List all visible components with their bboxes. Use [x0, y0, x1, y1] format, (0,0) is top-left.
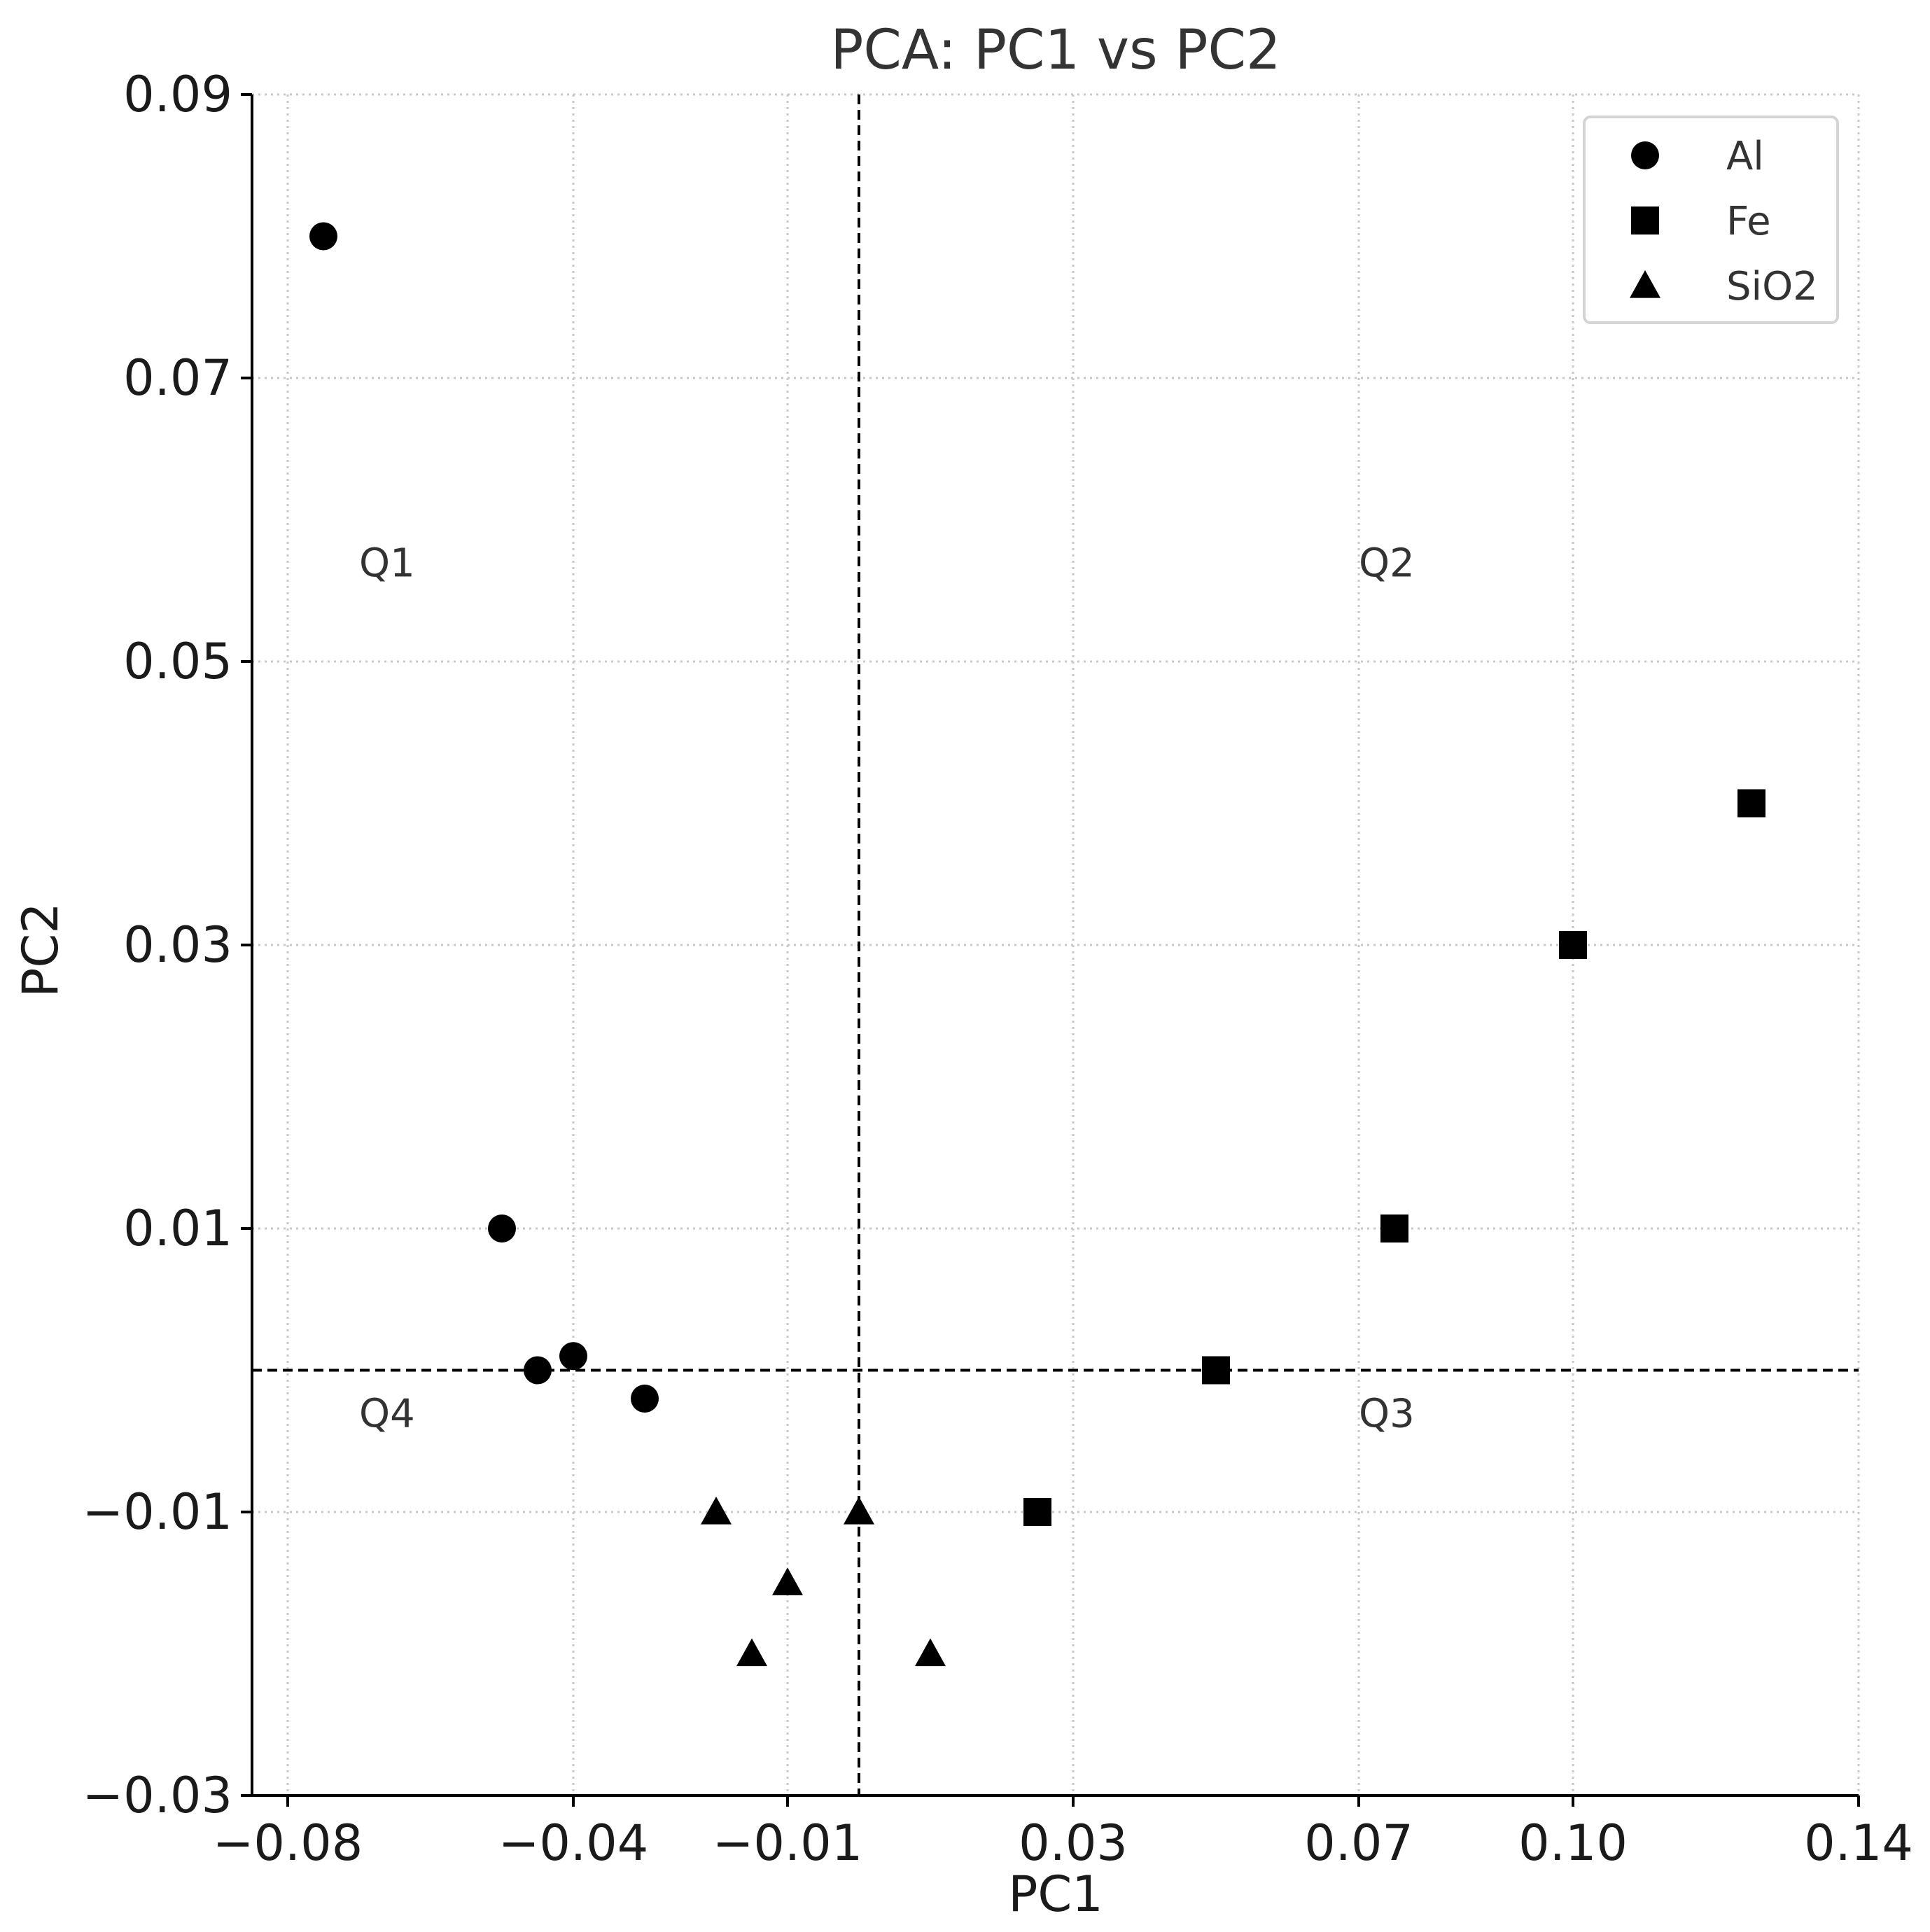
y-axis-label: PC2	[12, 902, 69, 997]
x-tick-label: 0.10	[1518, 1814, 1628, 1872]
data-point-sio2	[915, 1638, 946, 1667]
series-al	[309, 222, 659, 1413]
quadrant-label-q2: Q2	[1359, 541, 1415, 587]
legend-label-al: Al	[1726, 134, 1764, 179]
data-point-fe	[1023, 1498, 1051, 1526]
data-point-fe	[1380, 1214, 1408, 1242]
x-tick-label: 0.03	[1019, 1814, 1128, 1872]
data-point-fe	[1559, 931, 1587, 959]
y-tick-label: 0.05	[123, 633, 232, 690]
data-point-al	[559, 1342, 587, 1371]
x-tick-label: −0.08	[213, 1814, 363, 1872]
quadrant-label-q4: Q4	[359, 1392, 415, 1437]
y-tick-label: 0.09	[123, 66, 232, 123]
data-point-fe	[1202, 1356, 1230, 1385]
y-tick-label: −0.03	[82, 1767, 232, 1824]
data-point-al	[524, 1356, 552, 1385]
y-tick-label: 0.03	[123, 916, 232, 974]
legend: Al Fe SiO2	[1583, 115, 1839, 324]
data-point-sio2	[736, 1638, 767, 1667]
x-tick-label: 0.07	[1304, 1814, 1413, 1872]
legend-label-fe: Fe	[1726, 199, 1771, 244]
chart-title: PCA: PC1 vs PC2	[830, 19, 1280, 82]
x-axis-label: PC1	[1008, 1865, 1103, 1923]
legend-marker-sio2	[1630, 270, 1660, 298]
data-point-sio2	[844, 1497, 874, 1525]
data-point-fe	[1737, 789, 1765, 818]
quadrant-label-q1: Q1	[359, 541, 415, 587]
quadrant-label-q3: Q3	[1359, 1392, 1415, 1437]
quadrant-labels: Q1 Q2 Q4 Q3	[359, 541, 1415, 1437]
legend-label-sio2: SiO2	[1726, 264, 1818, 309]
legend-marker-fe	[1631, 206, 1659, 234]
data-point-al	[631, 1385, 659, 1413]
data-point-sio2	[772, 1567, 803, 1595]
x-tick-label: −0.01	[713, 1814, 863, 1872]
data-point-sio2	[701, 1497, 732, 1525]
data-point-al	[488, 1214, 516, 1242]
y-tick-label: 0.07	[123, 349, 232, 407]
y-tick-label: 0.01	[123, 1200, 232, 1257]
x-tick-label: −0.04	[498, 1814, 649, 1872]
series-sio2	[701, 1497, 946, 1667]
tick-layer: −0.08 −0.04 −0.01 0.03 0.07 0.10 0.14 0.09 0.07 0…	[82, 66, 1912, 1872]
y-tick-label: −0.01	[82, 1483, 232, 1541]
data-point-al	[309, 222, 337, 251]
x-tick-label: 0.14	[1804, 1814, 1913, 1872]
series-fe	[1023, 789, 1765, 1526]
legend-marker-al	[1631, 141, 1659, 169]
data-points	[309, 222, 1765, 1667]
